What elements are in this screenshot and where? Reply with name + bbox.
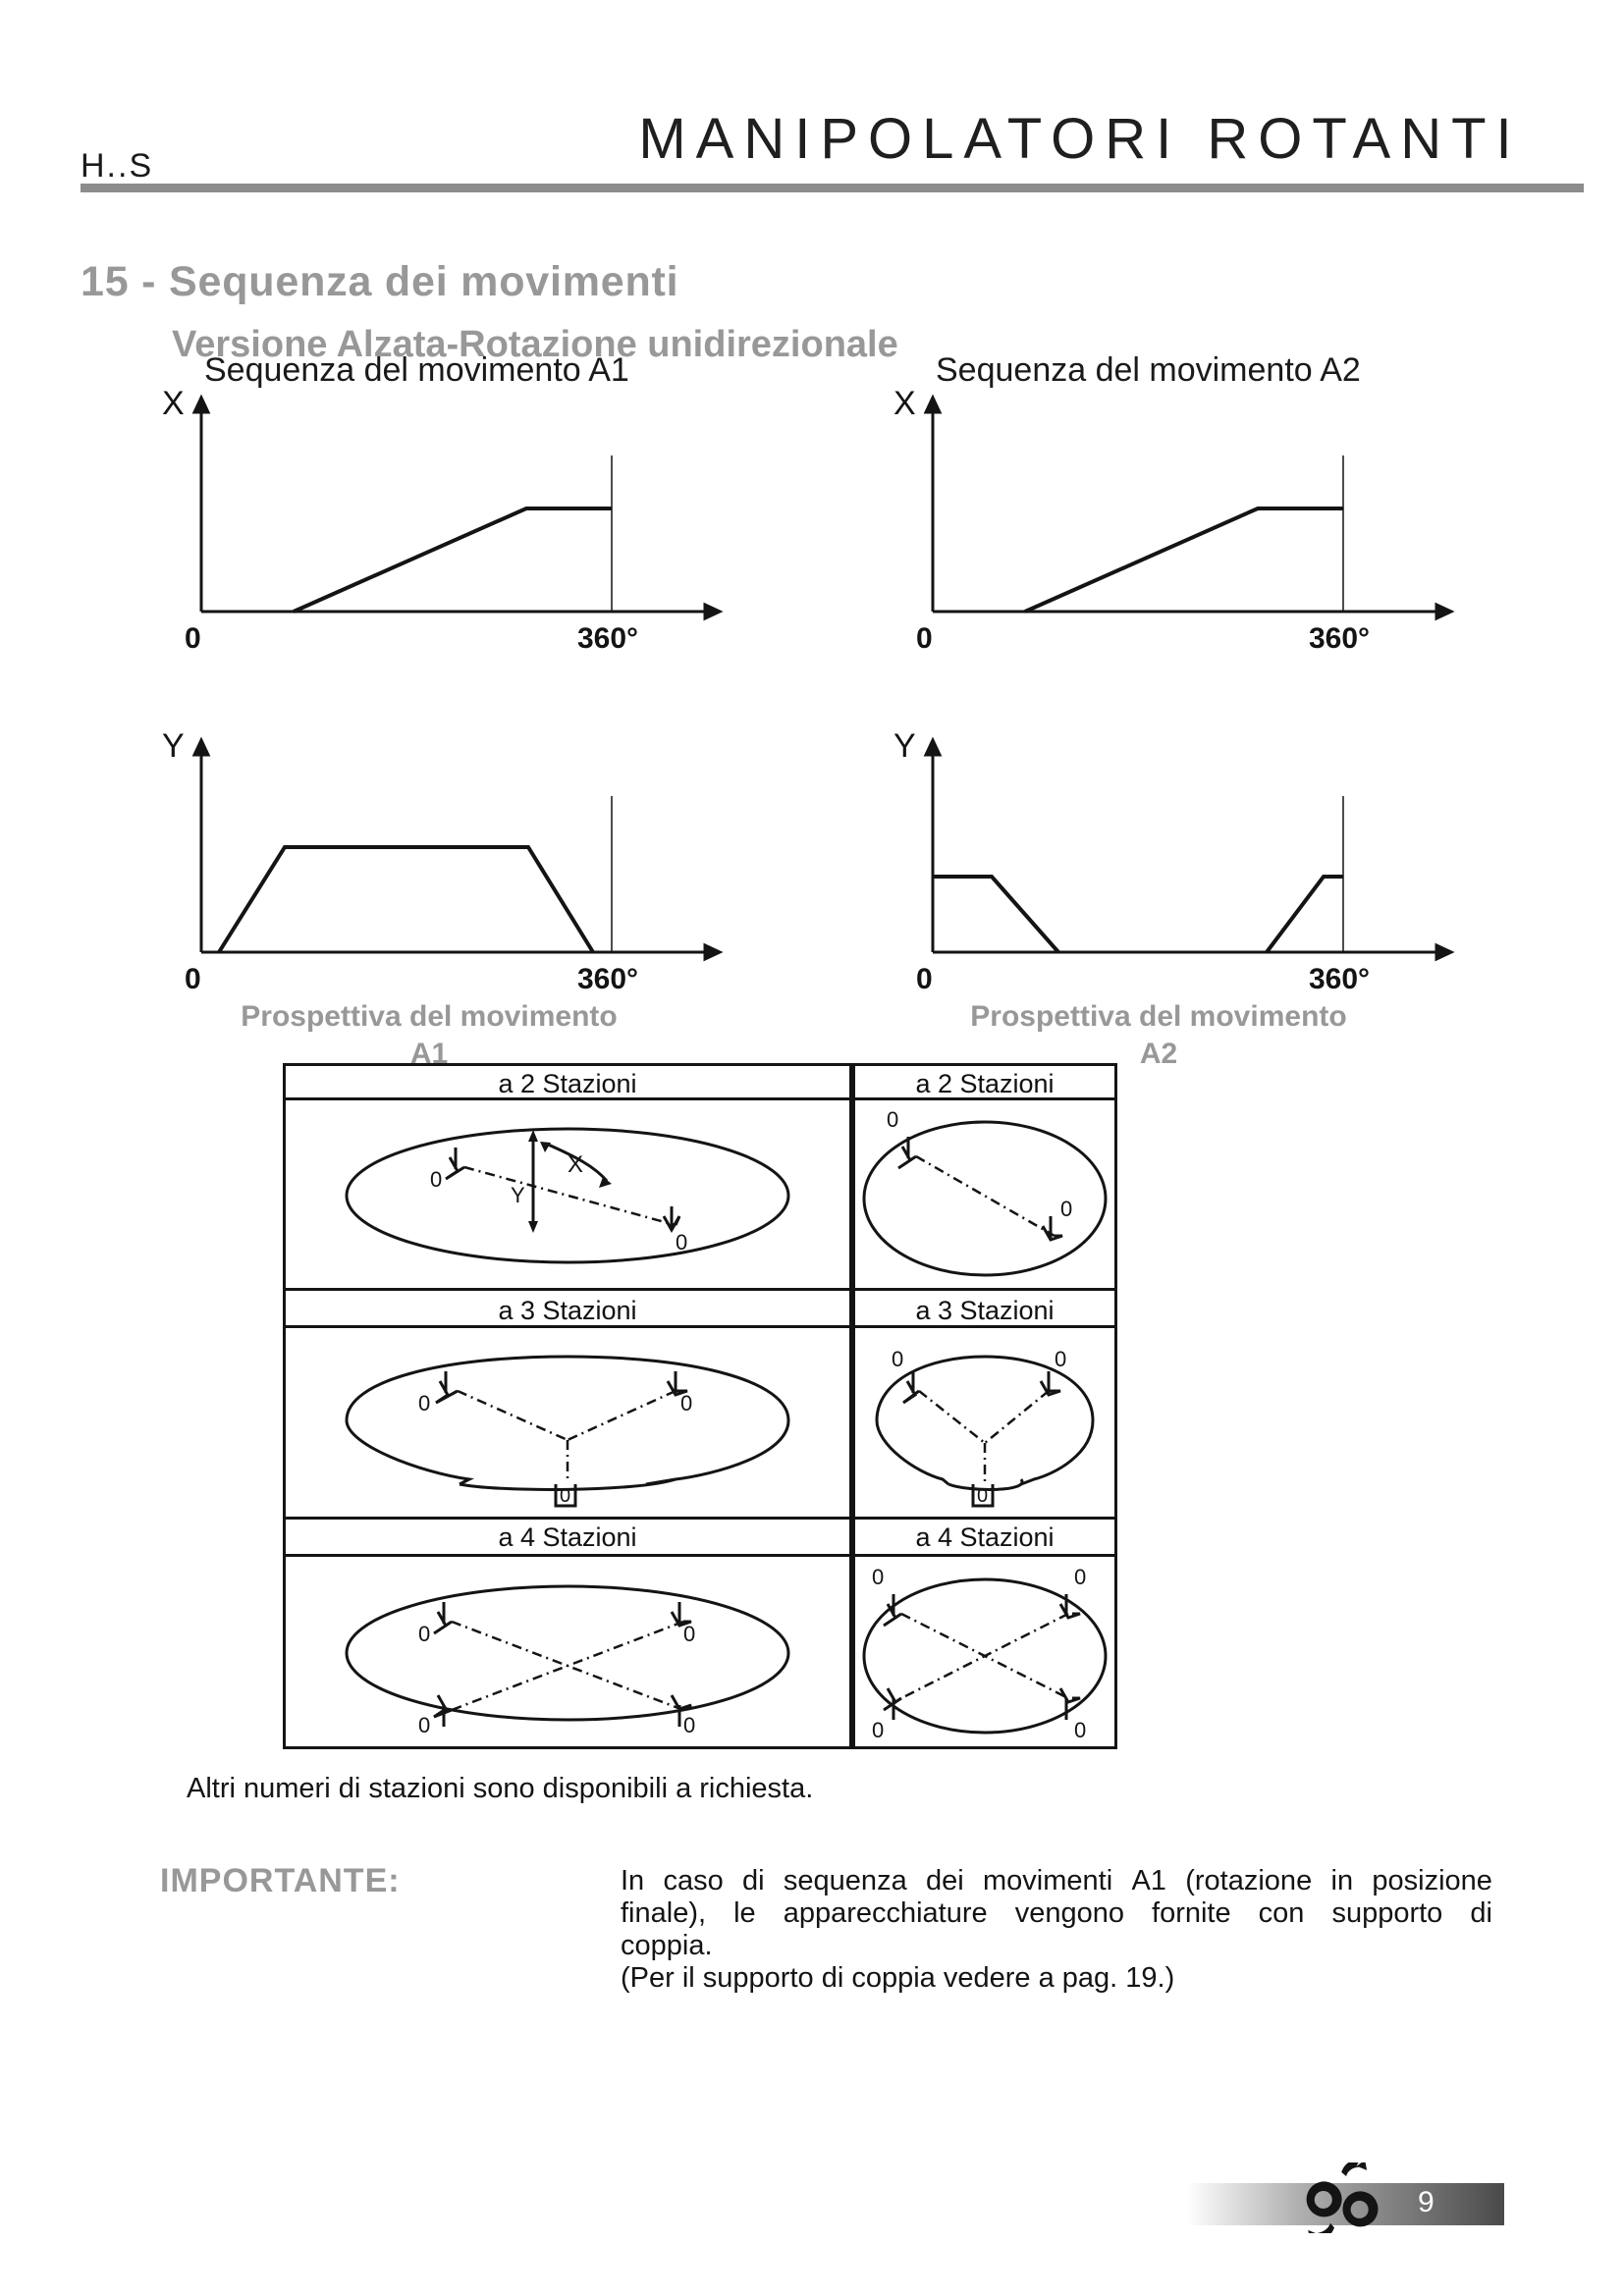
svg-text:0: 0 [872, 1718, 884, 1742]
svg-text:0: 0 [1055, 1347, 1066, 1371]
svg-text:0: 0 [676, 1230, 687, 1255]
svg-text:X: X [568, 1151, 583, 1178]
svg-text:X: X [893, 385, 916, 422]
svg-text:0: 0 [872, 1565, 884, 1589]
svg-text:0: 0 [977, 1485, 988, 1507]
svg-text:0: 0 [892, 1347, 903, 1371]
svg-text:0: 0 [683, 1622, 695, 1646]
svg-text:Y: Y [162, 727, 185, 765]
svg-text:0: 0 [680, 1391, 692, 1415]
svg-text:0: 0 [418, 1622, 430, 1646]
svg-text:0: 0 [1060, 1197, 1072, 1221]
svg-text:360°: 360° [1309, 622, 1370, 655]
svg-text:360°: 360° [1309, 963, 1370, 995]
svg-text:0: 0 [185, 622, 201, 655]
svg-text:Y: Y [893, 727, 916, 765]
svg-text:0: 0 [1074, 1718, 1086, 1742]
svg-text:0: 0 [683, 1713, 695, 1737]
svg-text:360°: 360° [577, 963, 638, 995]
svg-text:0: 0 [1074, 1565, 1086, 1589]
svg-text:0: 0 [916, 963, 933, 995]
svg-text:0: 0 [887, 1107, 898, 1132]
svg-text:360°: 360° [577, 622, 638, 655]
svg-text:Y: Y [511, 1183, 525, 1207]
svg-text:0: 0 [418, 1391, 430, 1415]
svg-text:0: 0 [560, 1485, 570, 1507]
svg-text:0: 0 [418, 1713, 430, 1737]
svg-text:0: 0 [916, 622, 933, 655]
svg-text:0: 0 [430, 1167, 442, 1192]
svg-text:0: 0 [185, 963, 201, 995]
svg-text:X: X [162, 385, 185, 422]
